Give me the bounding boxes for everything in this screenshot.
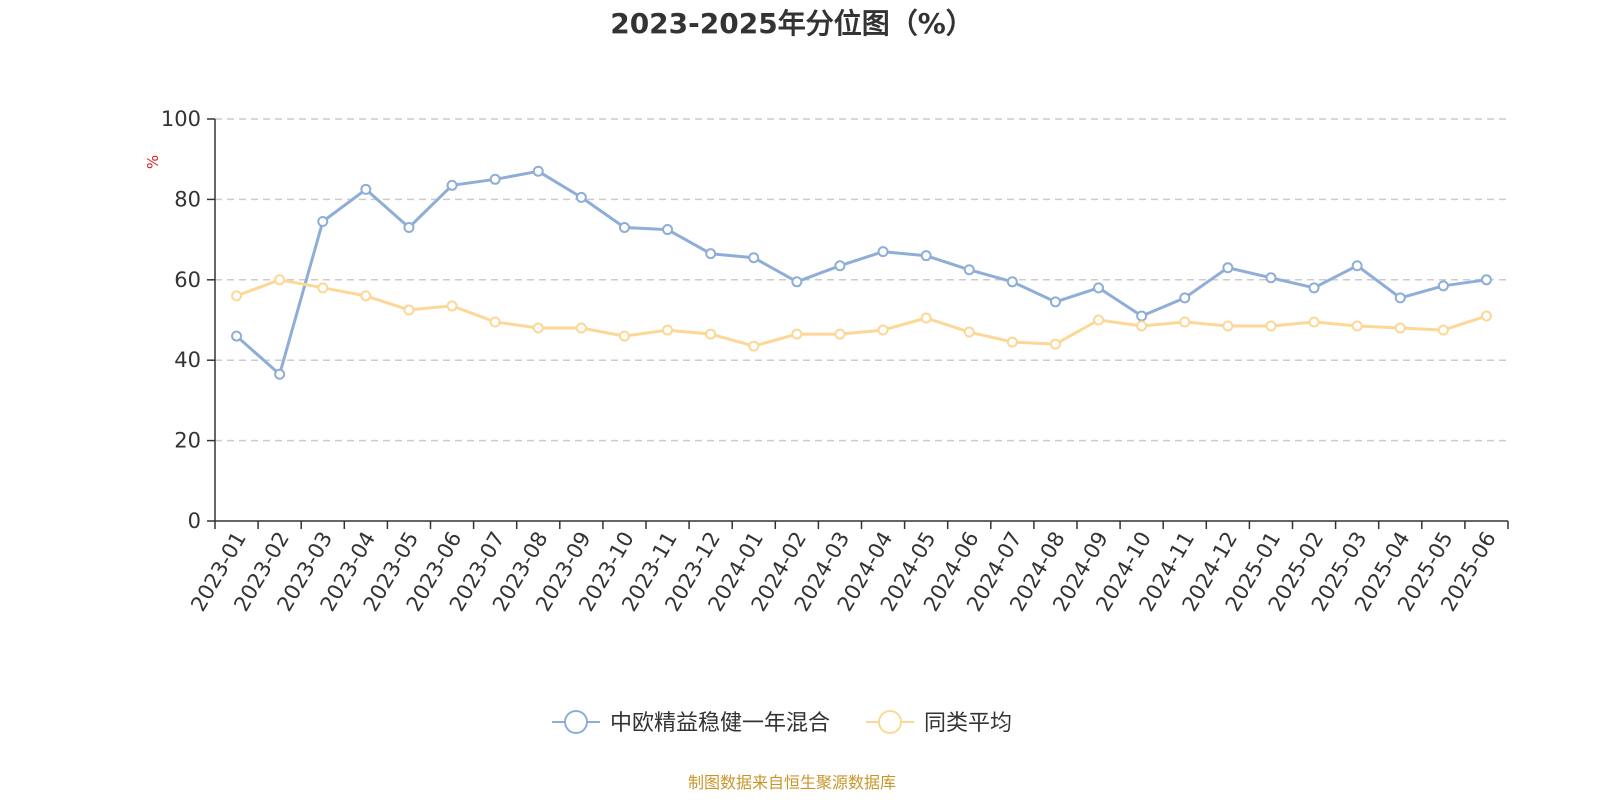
- data-point: [1265, 320, 1277, 332]
- data-point: [662, 224, 674, 236]
- data-point: [575, 191, 587, 203]
- data-point: [1437, 324, 1449, 336]
- data-point: [748, 252, 760, 264]
- data-point: [403, 304, 415, 316]
- data-point: [877, 324, 889, 336]
- data-point: [705, 248, 717, 260]
- data-point: [705, 328, 717, 340]
- data-point: [446, 300, 458, 312]
- data-point: [963, 326, 975, 338]
- series: [231, 165, 1492, 380]
- data-point: [791, 328, 803, 340]
- data-point: [1394, 292, 1406, 304]
- data-point: [1136, 310, 1148, 322]
- legend[interactable]: 中欧精益稳健一年混合 同类平均: [552, 710, 1012, 736]
- data-point: [317, 282, 329, 294]
- y-axis-unit: %: [144, 155, 162, 169]
- data-point: [532, 165, 544, 177]
- series-line-1: [236, 278, 1487, 348]
- data-point: [446, 179, 458, 191]
- data-point: [1179, 316, 1191, 328]
- data-point: [1006, 336, 1018, 348]
- data-point: [274, 274, 286, 286]
- data-point: [1136, 320, 1148, 332]
- data-point: [877, 246, 889, 258]
- legend-item[interactable]: 同类平均: [866, 710, 1012, 736]
- data-point: [1351, 260, 1363, 272]
- grid-lines: [215, 118, 1508, 442]
- y-tick-label: 20: [174, 429, 201, 453]
- data-point: [748, 340, 760, 352]
- data-point: [1437, 280, 1449, 292]
- y-tick-label: 0: [188, 509, 201, 533]
- y-tick-labels: 0 20 40 60 80 100: [161, 107, 201, 533]
- data-point: [618, 330, 630, 342]
- data-point: [489, 173, 501, 185]
- data-point: [1351, 320, 1363, 332]
- y-tick-label: 100: [161, 107, 201, 131]
- data-point: [1308, 282, 1320, 294]
- data-point: [231, 330, 243, 342]
- data-point: [1222, 320, 1234, 332]
- y-tick-label: 60: [174, 268, 201, 292]
- y-tick-label: 40: [174, 348, 201, 372]
- data-point: [575, 322, 587, 334]
- data-source-note: 制图数据来自恒生聚源数据库: [688, 773, 896, 792]
- data-point: [662, 324, 674, 336]
- data-point: [532, 322, 544, 334]
- data-point: [1222, 262, 1234, 274]
- data-point: [618, 222, 630, 234]
- legend-label: 中欧精益稳健一年混合: [610, 711, 830, 736]
- data-point: [274, 368, 286, 380]
- x-tick-labels: 2023-012023-022023-032023-042023-052023-…: [186, 528, 1501, 616]
- chart-title: 2023-2025年分位图（%）: [610, 7, 974, 40]
- legend-marker: [878, 710, 902, 734]
- series-line-0: [235, 169, 1487, 376]
- data-point: [360, 183, 372, 195]
- y-tick-label: 80: [174, 187, 201, 211]
- data-point: [1265, 272, 1277, 284]
- data-point: [1480, 310, 1492, 322]
- data-point: [403, 222, 415, 234]
- data-point: [360, 290, 372, 302]
- data-point: [834, 260, 846, 272]
- data-point: [1093, 314, 1105, 326]
- legend-label: 同类平均: [924, 711, 1012, 736]
- data-point: [1049, 296, 1061, 308]
- data-point: [489, 316, 501, 328]
- data-point: [231, 290, 243, 302]
- data-point: [1179, 292, 1191, 304]
- data-point: [317, 216, 329, 228]
- data-point: [1049, 338, 1061, 350]
- data-point: [1093, 282, 1105, 294]
- legend-marker: [564, 710, 588, 734]
- data-point: [963, 264, 975, 276]
- data-point: [1394, 322, 1406, 334]
- axes: [207, 118, 1509, 529]
- data-point: [1308, 316, 1320, 328]
- data-point: [1480, 274, 1492, 286]
- data-point: [834, 328, 846, 340]
- data-point: [1006, 276, 1018, 288]
- data-point: [920, 312, 932, 324]
- data-point: [920, 250, 932, 262]
- legend-item[interactable]: 中欧精益稳健一年混合: [552, 710, 830, 736]
- data-point: [791, 276, 803, 288]
